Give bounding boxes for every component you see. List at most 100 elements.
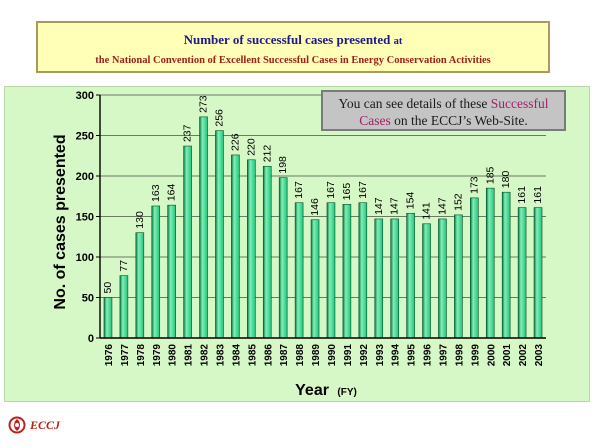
x-tick-label: 2002	[518, 344, 529, 367]
x-tick-label: 1982	[200, 344, 211, 367]
title-box: Number of successful cases presented at …	[36, 21, 550, 73]
y-tick-label: 50	[82, 293, 94, 305]
note-text-1: You can see details of these	[338, 96, 491, 111]
value-label: 152	[452, 193, 464, 211]
value-label: 198	[277, 156, 289, 174]
x-tick-label: 1984	[231, 344, 242, 367]
y-tick-label: 150	[76, 212, 94, 224]
value-label: 185	[484, 166, 496, 184]
x-tick-label: 1996	[423, 344, 434, 367]
web-site-note: You can see details of these Successful …	[321, 90, 566, 131]
bar-2003	[533, 207, 543, 339]
bar-1985	[247, 159, 256, 339]
value-label: 147	[389, 197, 401, 215]
bar-1995	[406, 212, 415, 339]
x-tick-label: 1985	[247, 344, 258, 367]
x-tick-label: 1993	[375, 344, 386, 367]
x-axis-title-unit: (FY)	[337, 387, 356, 398]
bar-1989	[310, 219, 320, 339]
x-tick-label: 1989	[311, 344, 322, 367]
x-tick-label: 1988	[295, 344, 306, 367]
value-label: 273	[198, 95, 210, 113]
value-label: 180	[500, 171, 512, 189]
value-label: 163	[150, 184, 162, 202]
chart-title-suffix: at	[393, 36, 403, 47]
value-label: 50	[102, 282, 114, 294]
value-label: 161	[532, 186, 544, 204]
bar-2001	[501, 191, 511, 339]
bar-1979	[151, 205, 161, 339]
x-tick-label: 1987	[279, 344, 290, 367]
value-label: 237	[182, 124, 194, 142]
bar-2000	[485, 187, 495, 339]
bar-1992	[358, 202, 368, 339]
x-tick-label: 1994	[391, 344, 402, 367]
value-label: 147	[373, 197, 385, 215]
x-tick-label: 1981	[184, 344, 195, 367]
value-label: 256	[213, 109, 225, 127]
x-tick-label: 2003	[534, 344, 545, 367]
x-tick-label: 1991	[343, 344, 354, 367]
note-highlight-1: Successful	[490, 96, 549, 111]
bar-1986	[262, 165, 272, 339]
value-label: 130	[134, 211, 146, 229]
bar-1983	[215, 130, 224, 339]
eccj-logo: ECCJ	[8, 416, 88, 436]
x-tick-label: 1986	[263, 344, 274, 367]
x-tick-label: 1998	[454, 344, 465, 367]
bar-1994	[390, 218, 399, 339]
x-tick-label: 1990	[327, 344, 338, 367]
value-label: 165	[341, 183, 353, 201]
y-tick-label: 200	[76, 171, 94, 183]
x-tick-label: 1995	[407, 344, 418, 367]
bar-1990	[326, 202, 336, 339]
bar-1999	[470, 197, 479, 339]
chart-subtitle: the National Convention of Excellent Suc…	[95, 55, 491, 66]
bar-2002	[517, 207, 527, 339]
bar-1987	[278, 177, 288, 339]
value-label: 167	[357, 181, 369, 199]
value-label: 141	[421, 202, 433, 220]
y-tick-label: 0	[88, 333, 94, 345]
value-label: 147	[436, 197, 448, 215]
bar-1977	[119, 275, 129, 339]
x-tick-label: 1979	[152, 344, 163, 367]
y-tick-label: 300	[76, 90, 94, 102]
bar-1976	[103, 297, 113, 339]
bar-1984	[231, 154, 240, 339]
x-axis-title-main: Year	[295, 382, 329, 399]
y-tick-label: 250	[76, 131, 94, 143]
value-label: 146	[309, 198, 321, 216]
x-tick-label: 1999	[470, 344, 481, 367]
value-label: 77	[118, 260, 130, 272]
note-highlight-2: Cases	[359, 113, 391, 128]
bar-1981	[183, 145, 192, 339]
value-label: 212	[261, 145, 273, 163]
bar-1996	[422, 223, 431, 339]
value-label: 167	[293, 181, 305, 199]
value-label: 167	[325, 181, 337, 199]
bar-1978	[135, 232, 145, 339]
value-label: 226	[229, 133, 241, 151]
value-label: 164	[166, 183, 178, 201]
bar-1997	[438, 218, 447, 339]
y-tick-label: 100	[76, 252, 94, 264]
x-axis-title: Year (FY)	[295, 382, 357, 399]
x-tick-label: 1976	[104, 344, 115, 367]
eccj-emblem-icon	[8, 416, 26, 434]
bar-1988	[294, 202, 304, 339]
x-tick-label: 2001	[502, 344, 513, 367]
bar-1998	[454, 214, 463, 339]
chart-title: Number of successful cases presented at	[38, 32, 548, 48]
logo-text: ECCJ	[30, 418, 61, 432]
bar-1982	[199, 116, 208, 339]
y-axis-title: No. of cases presented	[52, 134, 69, 309]
x-tick-label: 1992	[359, 344, 370, 367]
bar-1980	[167, 204, 176, 339]
bar-1993	[374, 218, 384, 339]
x-tick-label: 1977	[120, 344, 131, 367]
x-tick-label: 1997	[438, 344, 449, 367]
